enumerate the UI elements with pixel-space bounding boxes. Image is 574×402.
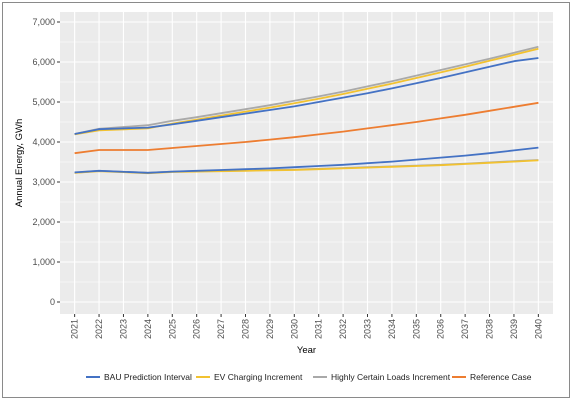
y-tick-label: 6,000 (32, 57, 55, 67)
series-lines (74, 45, 539, 175)
x-tick-label: 2029 (265, 319, 275, 339)
legend-label: Highly Certain Loads Increment (331, 372, 451, 382)
x-axis-ticks: 2021 2022 2023 2024 2025 2026 2027 2028 2029 2030… (70, 314, 543, 339)
y-axis-ticks: 0 1,000 2,000 3,000 4,000 5,000 6,000 7,000 (32, 17, 60, 307)
y-tick-label: 4,000 (32, 137, 55, 147)
x-tick-label: 2037 (460, 319, 470, 339)
y-tick-label: 3,000 (32, 177, 55, 187)
x-tick-label: 2021 (70, 319, 80, 339)
x-tick-label: 2026 (192, 319, 202, 339)
x-tick-label: 2024 (143, 319, 153, 339)
y-tick-label: 0 (50, 297, 55, 307)
x-tick-label: 2031 (314, 319, 324, 339)
x-tick-label: 2038 (485, 319, 495, 339)
series-line-highly-certain-loads-increment (74, 45, 539, 135)
y-axis-title: Annual Energy, GWh (14, 119, 25, 208)
x-tick-label: 2022 (94, 319, 104, 339)
x-tick-label: 2039 (509, 319, 519, 339)
x-tick-label: 2034 (387, 319, 397, 339)
x-tick-label: 2032 (338, 319, 348, 339)
x-tick-label: 2040 (533, 319, 543, 339)
legend-label: BAU Prediction Interval (104, 372, 192, 382)
x-tick-label: 2027 (216, 319, 226, 339)
legend-label: Reference Case (470, 372, 532, 382)
legend-label: EV Charging Increment (214, 372, 303, 382)
x-tick-label: 2036 (436, 319, 446, 339)
x-tick-label: 2033 (363, 319, 373, 339)
legend: BAU Prediction Interval EV Charging Incre… (86, 372, 532, 382)
y-tick-label: 1,000 (32, 257, 55, 267)
x-tick-label: 2028 (240, 319, 250, 339)
x-tick-label: 2025 (167, 319, 177, 339)
series-line-bau-prediction-interval (74, 57, 539, 135)
y-tick-label: 5,000 (32, 97, 55, 107)
x-axis-title: Year (297, 345, 316, 356)
y-tick-label: 2,000 (32, 217, 55, 227)
series-line-bau-prediction-interval (74, 146, 539, 174)
y-tick-label: 7,000 (32, 17, 55, 27)
x-tick-label: 2035 (411, 319, 421, 339)
x-tick-label: 2030 (289, 319, 299, 339)
x-tick-label: 2023 (118, 319, 128, 339)
series-line-reference-case (74, 101, 539, 155)
